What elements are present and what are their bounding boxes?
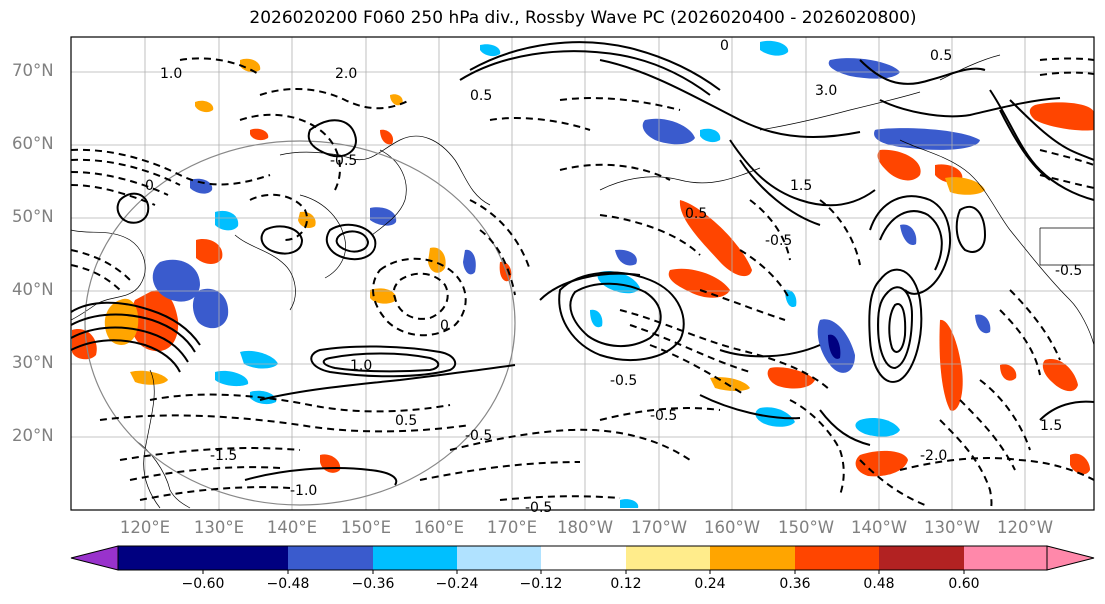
colorbar-tick-label: −0.12	[519, 576, 563, 592]
contour-label: -0.5	[610, 373, 637, 389]
colorbar-swatch	[288, 546, 373, 570]
lat-label-30n: 30°N	[12, 353, 54, 372]
colorbar-swatch	[626, 546, 710, 570]
lon-label-130e: 130°E	[193, 518, 245, 537]
contour-label: -2.0	[920, 448, 947, 464]
colorbar-swatch	[373, 546, 457, 570]
lon-label-180w: 180°W	[556, 518, 614, 537]
contour-label: -0.5	[1055, 263, 1082, 279]
colorbar-swatch	[541, 546, 626, 570]
lon-label-150e: 150°E	[340, 518, 392, 537]
contour-label: 0.5	[395, 413, 417, 429]
colorbar-extend-right	[1046, 545, 1095, 571]
contour-label: 0.5	[685, 206, 707, 222]
contour-label: 0	[145, 178, 154, 194]
colorbar-swatch	[457, 546, 541, 570]
lon-label-120e: 120°E	[119, 518, 171, 537]
lon-label-160e: 160°E	[413, 518, 465, 537]
colorbar-tick-label: 0.12	[610, 576, 642, 592]
lon-label-160w: 160°W	[703, 518, 761, 537]
contour-label: -1.5	[210, 448, 237, 464]
contour-label: -0.5	[650, 408, 677, 424]
colorbar-swatch	[203, 546, 288, 570]
lon-label-130w: 130°W	[923, 518, 981, 537]
contour-label: -0.5	[525, 500, 552, 516]
contour-label: 2.0	[335, 66, 357, 82]
contour-label: -1.0	[290, 483, 317, 499]
colorbar	[70, 545, 1095, 574]
contour-label: 3.0	[815, 83, 837, 99]
coastlines	[70, 54, 1095, 509]
lat-label-70n: 70°N	[12, 61, 54, 80]
lon-label-140e: 140°E	[266, 518, 318, 537]
contour-label: 1.0	[160, 66, 182, 82]
colorbar-tick-label: −0.60	[181, 576, 225, 592]
contour-label: -0.5	[765, 233, 792, 249]
colorbar-tick-label: −0.48	[266, 576, 310, 592]
lon-label-140w: 140°W	[850, 518, 908, 537]
colorbar-tick-label: −0.24	[435, 576, 479, 592]
contour-label: 0.5	[930, 48, 952, 64]
positive-contours	[70, 41, 1095, 486]
colorbar-tick-label: 0.60	[948, 576, 980, 592]
map-frame	[70, 36, 1095, 511]
lat-label-40n: 40°N	[12, 280, 54, 299]
contour-label: -0.5	[465, 428, 492, 444]
colorbar-swatch	[964, 546, 1047, 570]
map-plot-area	[71, 37, 1094, 510]
contour-labels: -0.5 -0.5 -0.5 -0.5 -0.5 -0.5 -0.5 -1.0 …	[145, 38, 1082, 516]
colorbar-tick-label: 0.48	[863, 576, 895, 592]
lat-label-50n: 50°N	[12, 207, 54, 226]
contour-label: 1.0	[350, 358, 372, 374]
lat-label-20n: 20°N	[12, 426, 54, 445]
contour-label: 1.5	[790, 178, 812, 194]
contour-label: 1.5	[1040, 418, 1062, 434]
colorbar-tick-label: 0.36	[779, 576, 811, 592]
colorbar-swatch	[118, 546, 203, 570]
colorbar-swatch	[795, 546, 879, 570]
colorbar-swatch	[710, 546, 795, 570]
lat-label-60n: 60°N	[12, 134, 54, 153]
negative-contours	[70, 57, 1095, 511]
contour-label: 0.5	[470, 88, 492, 104]
contour-label: 0	[440, 318, 449, 334]
colorbar-tick-label: 0.24	[694, 576, 726, 592]
lon-label-170e: 170°E	[486, 518, 538, 537]
lon-label-170w: 170°W	[630, 518, 688, 537]
colorbar-tick-label: −0.36	[351, 576, 395, 592]
lon-label-150w: 150°W	[777, 518, 835, 537]
reference-circle	[84, 140, 516, 506]
contour-label: 0	[720, 38, 729, 54]
map-title: 2026020200 F060 250 hPa div., Rossby Wav…	[249, 8, 917, 28]
colorbar-swatch	[879, 546, 964, 570]
colorbar-extend-left	[70, 545, 119, 571]
contour-label: -0.5	[330, 153, 357, 169]
lon-label-120w: 120°W	[996, 518, 1054, 537]
